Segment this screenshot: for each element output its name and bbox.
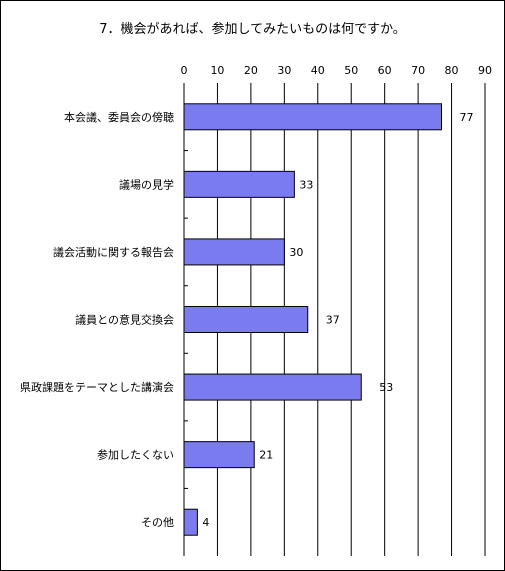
- bar: [183, 103, 443, 131]
- data-label: 4: [202, 516, 209, 529]
- bar: [183, 170, 295, 198]
- category-label: 議会活動に関する報告会: [53, 245, 174, 259]
- category-label: 議場の見学: [119, 177, 174, 191]
- bar: [183, 238, 285, 266]
- category-label: 県政課題をテーマとした講演会: [20, 380, 174, 394]
- bar: [183, 373, 362, 401]
- data-label: 30: [289, 246, 303, 259]
- category-label: 本会議、委員会の傍聴: [64, 110, 174, 124]
- category-label: 議員との意見交換会: [75, 313, 174, 327]
- bar: [183, 441, 255, 469]
- data-labels: 77 33 30 37 53 21 4: [202, 111, 473, 529]
- bars: [183, 103, 443, 536]
- x-tick-labels: 0 10 20 30 40 50 60 70 80 90: [181, 64, 493, 77]
- data-label: 53: [379, 381, 393, 394]
- x-tick-label: 0: [181, 64, 188, 77]
- data-label: 77: [460, 111, 474, 124]
- x-tick-label: 40: [311, 64, 325, 77]
- x-tick-label: 90: [478, 64, 492, 77]
- x-tick-label: 50: [344, 64, 358, 77]
- bar: [183, 508, 198, 536]
- bar: [183, 306, 309, 333]
- x-tick-label: 10: [210, 64, 224, 77]
- x-tick-label: 80: [445, 64, 459, 77]
- x-tick-label: 30: [277, 64, 291, 77]
- category-labels: 本会議、委員会の傍聴議場の見学議会活動に関する報告会議員との意見交換会県政課題を…: [20, 110, 174, 529]
- data-label: 33: [299, 178, 313, 191]
- data-label: 37: [326, 314, 340, 327]
- x-tick-label: 60: [378, 64, 392, 77]
- chart-title: 7．機会があれば、参加してみたいものは何ですか。: [99, 22, 406, 37]
- category-label: 参加したくない: [97, 448, 174, 462]
- x-tick-label: 20: [244, 64, 258, 77]
- data-label: 21: [259, 449, 273, 462]
- x-tick-label: 70: [411, 64, 425, 77]
- category-label: その他: [141, 516, 174, 529]
